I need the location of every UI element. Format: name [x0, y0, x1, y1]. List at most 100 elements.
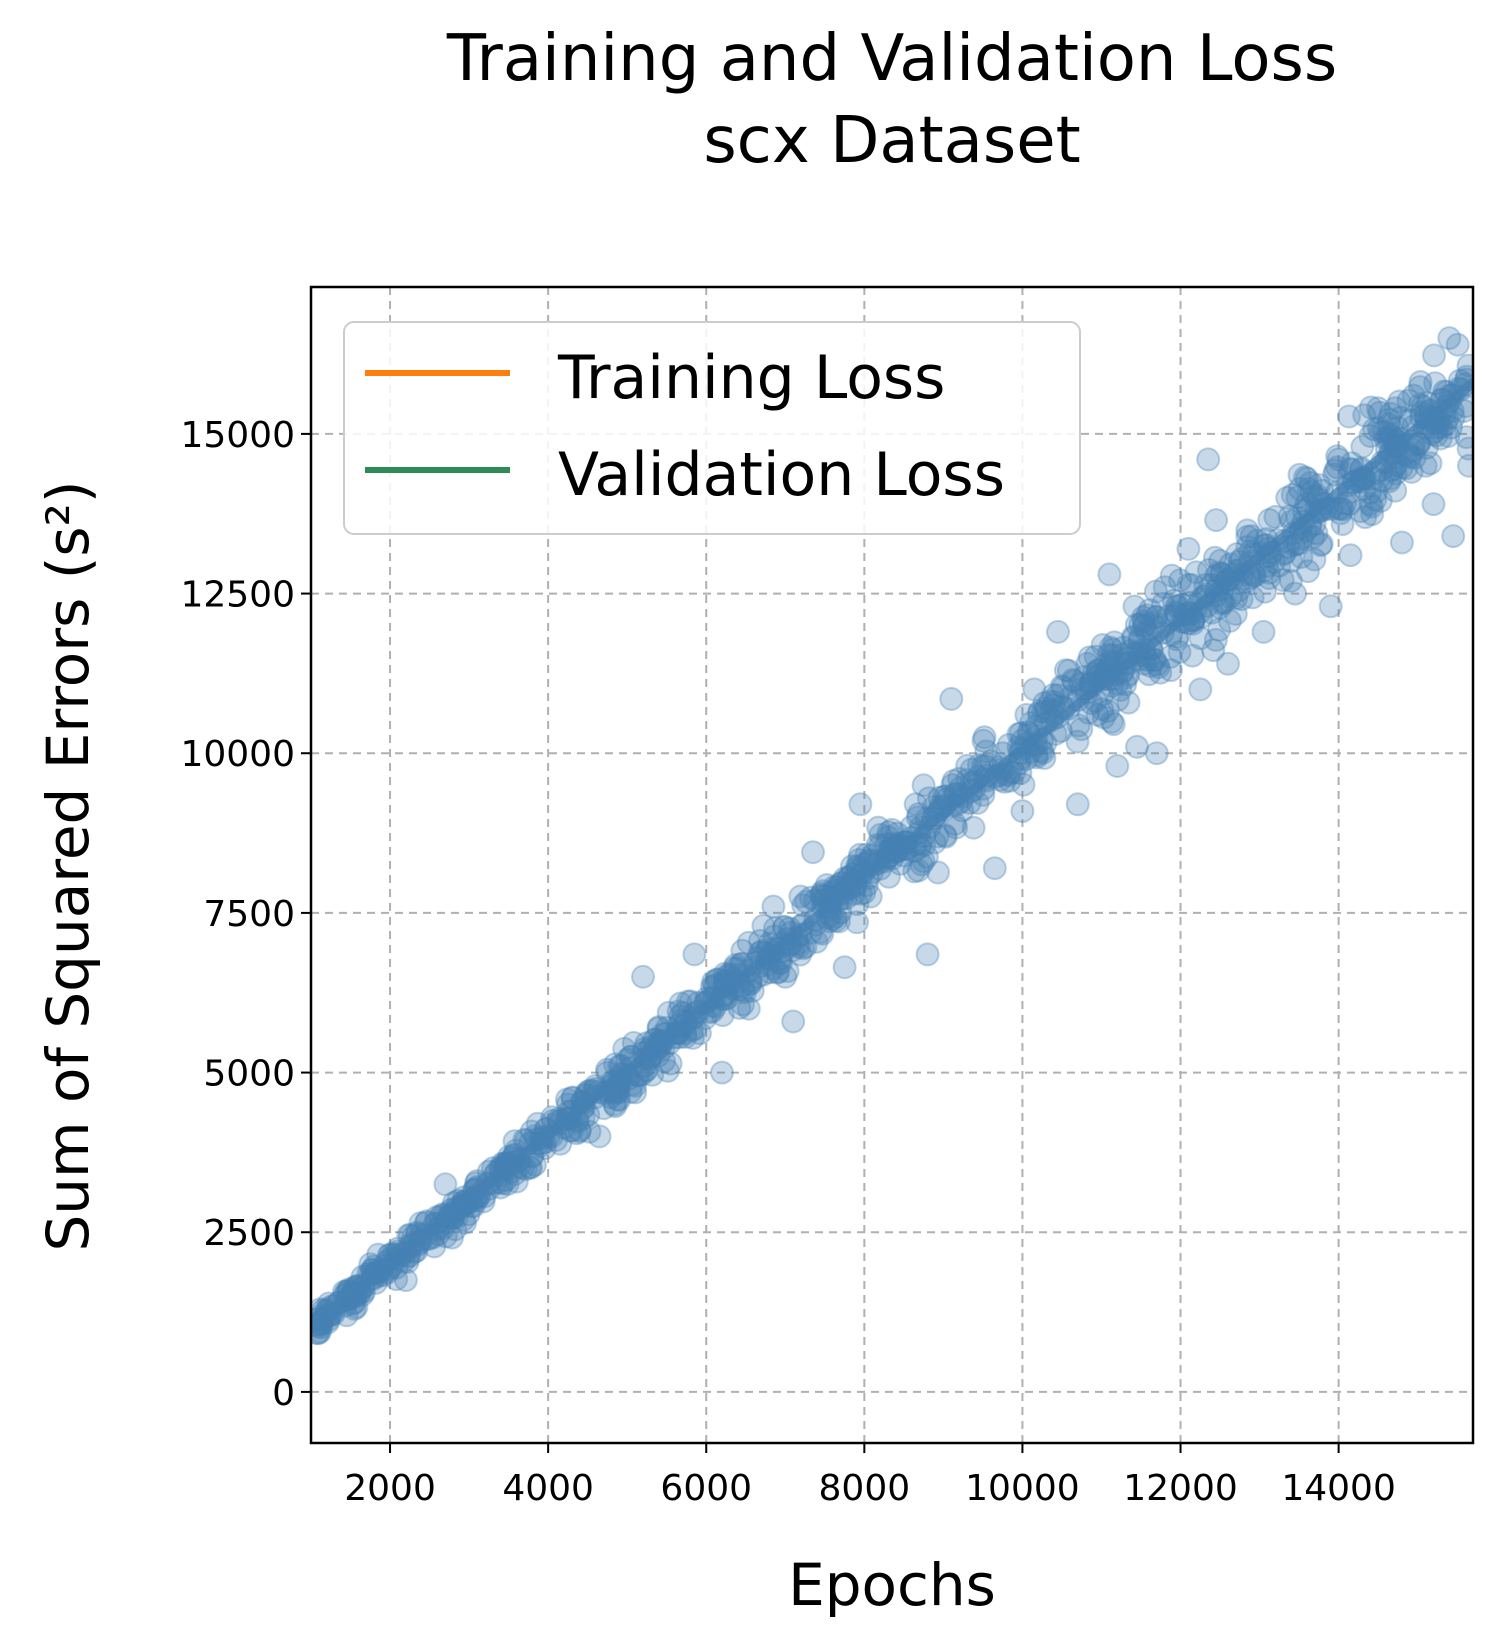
- scatter-point: [840, 862, 865, 887]
- scatter-point: [655, 1058, 680, 1083]
- scatter-point: [1123, 640, 1148, 665]
- scatter-point: [703, 972, 728, 997]
- scatter-point: [404, 1221, 429, 1246]
- scatter-point: [926, 860, 950, 885]
- scatter-point: [477, 1176, 502, 1201]
- scatter-point: [591, 1096, 616, 1121]
- scatter-point: [803, 912, 828, 937]
- scatter-point: [1172, 602, 1197, 627]
- scatter-point: [1349, 456, 1374, 481]
- scatter-point: [1041, 683, 1066, 708]
- scatter-point: [856, 849, 881, 874]
- scatter-point: [785, 932, 810, 957]
- scatter-point: [673, 1021, 698, 1046]
- scatter-point: [1223, 558, 1248, 583]
- scatter-point: [316, 1307, 341, 1332]
- scatter-point: [315, 1310, 340, 1335]
- scatter-point: [573, 1082, 598, 1107]
- scatter-point: [1449, 377, 1473, 402]
- scatter-point: [801, 840, 825, 865]
- scatter-point: [907, 820, 932, 845]
- scatter-point: [407, 1230, 432, 1255]
- scatter-point: [1014, 702, 1039, 727]
- scatter-point: [1337, 480, 1362, 505]
- scatter-point: [548, 1108, 572, 1133]
- scatter-point: [1389, 455, 1414, 480]
- scatter-point: [364, 1258, 389, 1283]
- scatter-point: [1292, 499, 1317, 524]
- scatter-point: [780, 938, 805, 963]
- scatter-point: [428, 1204, 453, 1229]
- scatter-point: [623, 1073, 647, 1098]
- scatter-point: [454, 1192, 478, 1217]
- scatter-point: [1024, 733, 1049, 758]
- scatter-point: [990, 741, 1015, 766]
- scatter-point: [1436, 424, 1461, 448]
- scatter-point: [1378, 401, 1403, 426]
- scatter-point: [848, 842, 872, 867]
- scatter-point: [425, 1217, 450, 1241]
- x-tick-label: 4000: [502, 1468, 594, 1509]
- scatter-point: [316, 1303, 341, 1328]
- scatter-point: [529, 1126, 553, 1151]
- scatter-point: [863, 848, 888, 873]
- scatter-point: [1379, 424, 1404, 449]
- scatter-point: [731, 992, 755, 1017]
- scatter-point: [709, 987, 734, 1011]
- scatter-point: [1128, 612, 1153, 637]
- scatter-point: [526, 1131, 551, 1156]
- scatter-point: [961, 815, 986, 840]
- scatter-point: [1161, 588, 1186, 613]
- scatter-point: [1426, 407, 1451, 432]
- scatter-point: [841, 881, 866, 906]
- scatter-point: [1447, 368, 1472, 393]
- scatter-point: [1127, 628, 1152, 653]
- scatter-point: [761, 956, 786, 981]
- scatter-point: [343, 1274, 368, 1299]
- y-tick-label: 10000: [180, 734, 295, 775]
- scatter-point: [1021, 732, 1046, 757]
- scatter-point: [757, 942, 782, 967]
- scatter-point: [1330, 497, 1355, 522]
- scatter-point: [1398, 445, 1423, 470]
- scatter-point: [311, 1312, 327, 1337]
- scatter-point: [384, 1255, 409, 1280]
- scatter-point: [1257, 508, 1282, 532]
- scatter-point: [1217, 608, 1242, 633]
- scatter-point: [1385, 429, 1410, 454]
- scatter-point: [730, 973, 755, 998]
- scatter-point: [1379, 458, 1404, 482]
- scatter-point: [343, 1284, 368, 1309]
- scatter-point: [1280, 482, 1305, 507]
- scatter-point: [1278, 568, 1303, 593]
- scatter-point: [546, 1109, 571, 1134]
- scatter-point: [1093, 652, 1118, 677]
- scatter-point: [332, 1279, 356, 1304]
- scatter-point: [346, 1274, 371, 1299]
- scatter-point: [619, 1044, 644, 1069]
- scatter-point: [710, 1060, 734, 1085]
- scatter-point: [826, 909, 851, 934]
- scatter-point: [837, 877, 862, 901]
- scatter-point: [1077, 645, 1102, 670]
- scatter-point: [868, 856, 893, 881]
- scatter-point: [742, 951, 767, 975]
- scatter-point: [920, 806, 945, 831]
- scatter-point: [1441, 524, 1466, 549]
- scatter-point: [1415, 391, 1440, 416]
- chart-subtitle: scx Dataset: [703, 104, 1080, 178]
- scatter-point: [1302, 511, 1327, 536]
- scatter-point: [710, 984, 735, 1008]
- scatter-point: [1377, 443, 1402, 468]
- scatter-point: [443, 1217, 468, 1242]
- scatter-point: [1159, 563, 1184, 588]
- scatter-point: [697, 1000, 722, 1025]
- scatter-point: [442, 1190, 466, 1215]
- scatter-point: [1366, 416, 1391, 441]
- scatter-point: [1011, 772, 1036, 797]
- scatter-point: [666, 1020, 691, 1045]
- scatter-point: [729, 952, 754, 976]
- scatter-point: [823, 904, 848, 929]
- scatter-point: [627, 1063, 652, 1088]
